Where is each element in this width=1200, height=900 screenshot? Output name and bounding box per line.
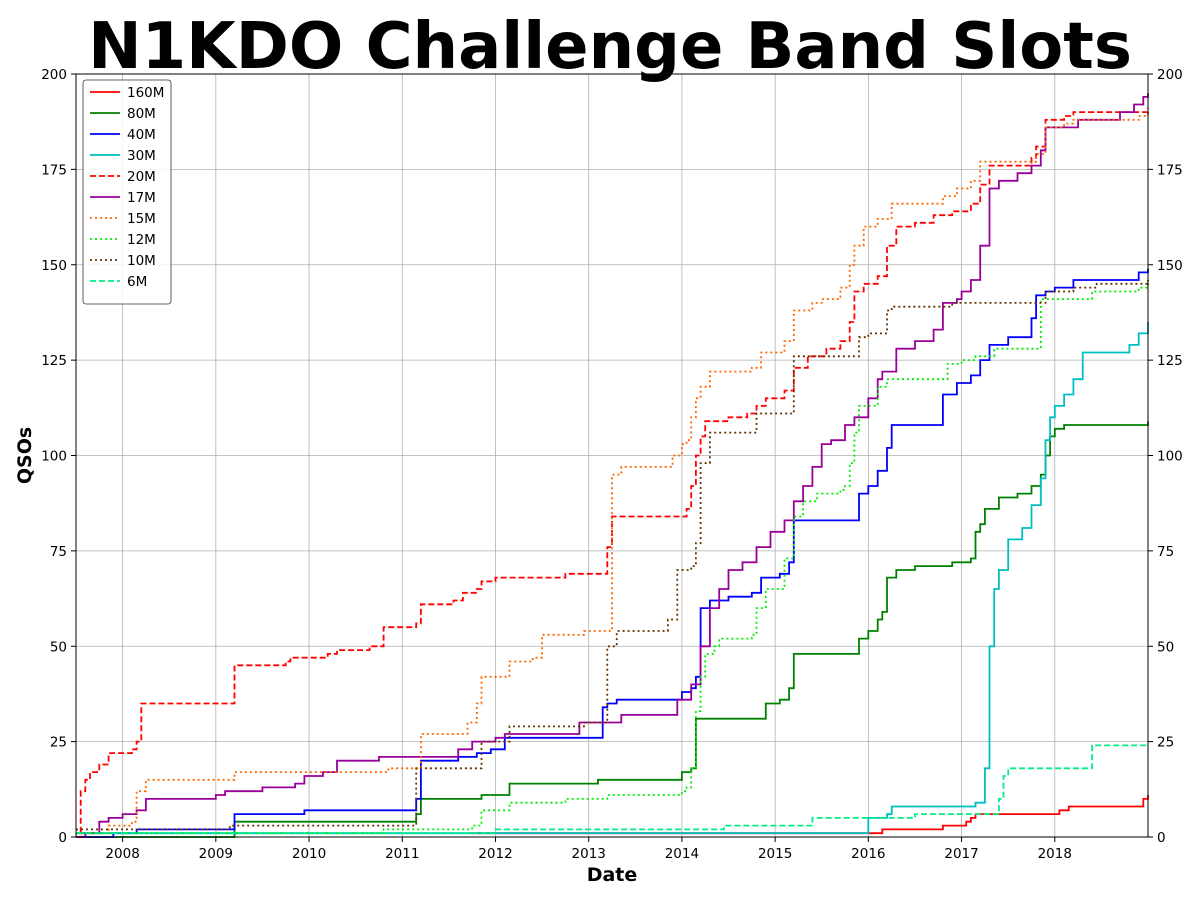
x-tick-label: 2018 bbox=[1038, 846, 1072, 862]
series-line-20m bbox=[76, 108, 1149, 838]
plot-series bbox=[76, 93, 1149, 838]
series-line-17m bbox=[76, 93, 1149, 838]
legend-box bbox=[82, 79, 172, 305]
legend-label: 12M bbox=[127, 232, 156, 248]
x-tick-label: 2016 bbox=[851, 846, 885, 862]
series-line-6m bbox=[76, 744, 1148, 835]
y-tick-label-left: 100 bbox=[41, 449, 67, 465]
y-axis-label: QSOs bbox=[14, 427, 36, 484]
y-tick-label-right: 50 bbox=[1157, 639, 1174, 655]
y-tick-label-left: 75 bbox=[50, 544, 67, 560]
y-tick-label-right: 100 bbox=[1157, 449, 1183, 465]
legend-label: 10M bbox=[127, 253, 156, 269]
y-tick-label-left: 25 bbox=[50, 735, 67, 751]
legend-label: 6M bbox=[127, 274, 147, 290]
chart-title: N1KDO Challenge Band Slots bbox=[88, 10, 1132, 84]
x-tick-label: 2014 bbox=[665, 846, 699, 862]
y-tick-label-right: 125 bbox=[1157, 353, 1183, 369]
x-tick-label: 2015 bbox=[758, 846, 792, 862]
y-tick-label-right: 75 bbox=[1157, 544, 1174, 560]
y-tick-label-left: 175 bbox=[41, 162, 67, 178]
legend-label: 80M bbox=[127, 106, 156, 122]
legend-label: 30M bbox=[127, 148, 156, 164]
legend-label: 160M bbox=[127, 85, 164, 101]
axis-ticks: 2008 2009 2010 2011 2012 2013 2014 2015 2016 2017… bbox=[41, 67, 1183, 862]
y-tick-label-left: 50 bbox=[50, 639, 67, 655]
legend-label: 17M bbox=[127, 190, 156, 206]
y-tick-label-right: 150 bbox=[1157, 258, 1183, 274]
x-tick-label: 2013 bbox=[572, 846, 606, 862]
x-tick-label: 2009 bbox=[199, 846, 233, 862]
y-tick-label-left: 0 bbox=[58, 830, 67, 846]
series-line-10m bbox=[76, 280, 1149, 831]
x-axis-label: Date bbox=[587, 864, 638, 886]
x-tick-label: 2011 bbox=[385, 846, 419, 862]
y-tick-label-left: 150 bbox=[41, 258, 67, 274]
y-tick-label-right: 175 bbox=[1157, 162, 1183, 178]
series-line-30m bbox=[76, 322, 1149, 835]
series-line-160m bbox=[472, 795, 1149, 835]
x-tick-label: 2012 bbox=[478, 846, 512, 862]
legend-label: 15M bbox=[127, 211, 156, 227]
legend-label: 20M bbox=[127, 169, 156, 185]
y-tick-label-right: 25 bbox=[1157, 735, 1174, 751]
x-tick-label: 2010 bbox=[292, 846, 326, 862]
series-line-40m bbox=[76, 268, 1149, 838]
y-tick-label-left: 200 bbox=[41, 67, 67, 83]
y-tick-label-right: 0 bbox=[1157, 830, 1166, 846]
x-tick-label: 2017 bbox=[944, 846, 978, 862]
x-tick-label: 2008 bbox=[105, 846, 139, 862]
y-tick-label-right: 200 bbox=[1157, 67, 1183, 83]
legend: 160M 80M 40M 30M 20M 17M 15M 12M 10M 6M bbox=[82, 79, 172, 305]
y-tick-label-left: 125 bbox=[41, 353, 67, 369]
legend-label: 40M bbox=[127, 127, 156, 143]
series-line-80m bbox=[76, 421, 1149, 838]
